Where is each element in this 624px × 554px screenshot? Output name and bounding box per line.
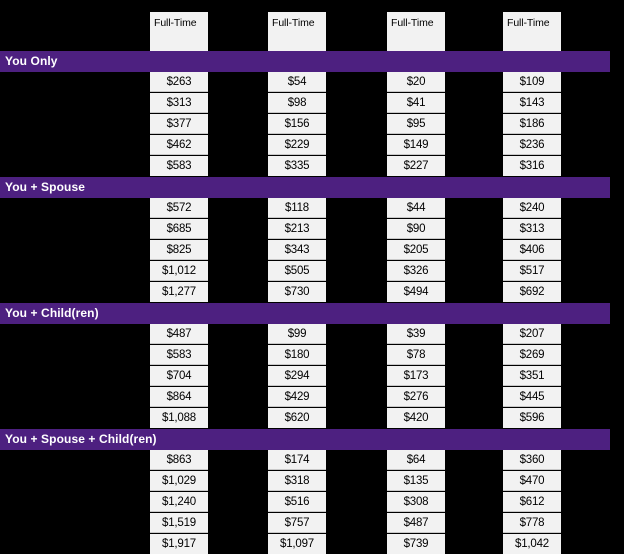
rate-cell: $118 xyxy=(268,198,326,218)
rate-table: Full-Time Full-Time Full-Time Full-Time … xyxy=(0,12,624,554)
rate-cell: $135 xyxy=(387,471,445,491)
rate-cell: $41 xyxy=(387,93,445,113)
rate-cell: $173 xyxy=(387,366,445,386)
table-header-row: Full-Time Full-Time Full-Time Full-Time xyxy=(0,12,624,51)
rate-cell: $308 xyxy=(387,492,445,512)
rate-cell: $360 xyxy=(503,450,561,470)
rate-cell: $318 xyxy=(268,471,326,491)
rate-cell: $470 xyxy=(503,471,561,491)
rate-cell: $343 xyxy=(268,240,326,260)
rate-cell: $692 xyxy=(503,282,561,302)
rate-cell: $99 xyxy=(268,324,326,344)
rate-cell: $1,042 xyxy=(503,534,561,554)
rate-cell: $90 xyxy=(387,219,445,239)
rate-cell: $229 xyxy=(268,135,326,155)
rate-cell: $429 xyxy=(268,387,326,407)
rate-cell: $156 xyxy=(268,114,326,134)
rate-cell: $95 xyxy=(387,114,445,134)
rate-cell: $351 xyxy=(503,366,561,386)
rate-cell: $294 xyxy=(268,366,326,386)
rate-cell: $326 xyxy=(387,261,445,281)
rate-cell: $39 xyxy=(387,324,445,344)
rate-cell: $313 xyxy=(503,219,561,239)
rate-cell: $462 xyxy=(150,135,208,155)
rate-cell: $730 xyxy=(268,282,326,302)
rate-cell: $207 xyxy=(503,324,561,344)
rate-cell: $572 xyxy=(150,198,208,218)
rate-cell: $174 xyxy=(268,450,326,470)
rate-cell: $516 xyxy=(268,492,326,512)
rate-cell: $44 xyxy=(387,198,445,218)
rate-cell: $685 xyxy=(150,219,208,239)
rate-cell: $517 xyxy=(503,261,561,281)
rate-cell: $78 xyxy=(387,345,445,365)
section-header-band: You + Spouse + Child(ren) xyxy=(0,429,610,450)
rate-cell: $149 xyxy=(387,135,445,155)
rate-cell: $620 xyxy=(268,408,326,428)
rate-cell: $20 xyxy=(387,72,445,92)
rate-cell: $213 xyxy=(268,219,326,239)
rate-cell: $269 xyxy=(503,345,561,365)
rate-cell: $54 xyxy=(268,72,326,92)
rate-cell: $316 xyxy=(503,156,561,176)
rate-cell: $186 xyxy=(503,114,561,134)
column-header-1: Full-Time xyxy=(150,12,208,51)
rate-cell: $335 xyxy=(268,156,326,176)
rate-cell: $276 xyxy=(387,387,445,407)
rate-cell: $420 xyxy=(387,408,445,428)
rate-cell: $205 xyxy=(387,240,445,260)
rate-cell: $445 xyxy=(503,387,561,407)
rate-cell: $1,097 xyxy=(268,534,326,554)
section-header-band: You + Spouse xyxy=(0,177,610,198)
rate-cell: $583 xyxy=(150,156,208,176)
rate-cell: $825 xyxy=(150,240,208,260)
rate-cell: $704 xyxy=(150,366,208,386)
rate-cell: $240 xyxy=(503,198,561,218)
rate-cell: $757 xyxy=(268,513,326,533)
rate-cell: $864 xyxy=(150,387,208,407)
rate-cell: $143 xyxy=(503,93,561,113)
column-header-3: Full-Time xyxy=(387,12,445,51)
rate-cell: $263 xyxy=(150,72,208,92)
column-header-4: Full-Time xyxy=(503,12,561,51)
rate-cell: $583 xyxy=(150,345,208,365)
rate-cell: $494 xyxy=(387,282,445,302)
rate-cell: $739 xyxy=(387,534,445,554)
rate-cell: $778 xyxy=(503,513,561,533)
rate-cell: $1,519 xyxy=(150,513,208,533)
rate-cell: $313 xyxy=(150,93,208,113)
column-header-2: Full-Time xyxy=(268,12,326,51)
rate-cell: $1,917 xyxy=(150,534,208,554)
rate-cell: $487 xyxy=(387,513,445,533)
rate-cell: $236 xyxy=(503,135,561,155)
rate-cell: $109 xyxy=(503,72,561,92)
rate-cell: $505 xyxy=(268,261,326,281)
rate-cell: $1,029 xyxy=(150,471,208,491)
rate-cell: $377 xyxy=(150,114,208,134)
rate-cell: $1,012 xyxy=(150,261,208,281)
rate-cell: $98 xyxy=(268,93,326,113)
rate-cell: $1,240 xyxy=(150,492,208,512)
rate-cell: $406 xyxy=(503,240,561,260)
rate-cell: $596 xyxy=(503,408,561,428)
section-header-band: You Only xyxy=(0,51,610,72)
rate-cell: $1,088 xyxy=(150,408,208,428)
rate-cell: $612 xyxy=(503,492,561,512)
rate-cell: $64 xyxy=(387,450,445,470)
rate-cell: $863 xyxy=(150,450,208,470)
rate-cell: $1,277 xyxy=(150,282,208,302)
rate-cell: $180 xyxy=(268,345,326,365)
rate-cell: $487 xyxy=(150,324,208,344)
rate-cell: $227 xyxy=(387,156,445,176)
section-header-band: You + Child(ren) xyxy=(0,303,610,324)
